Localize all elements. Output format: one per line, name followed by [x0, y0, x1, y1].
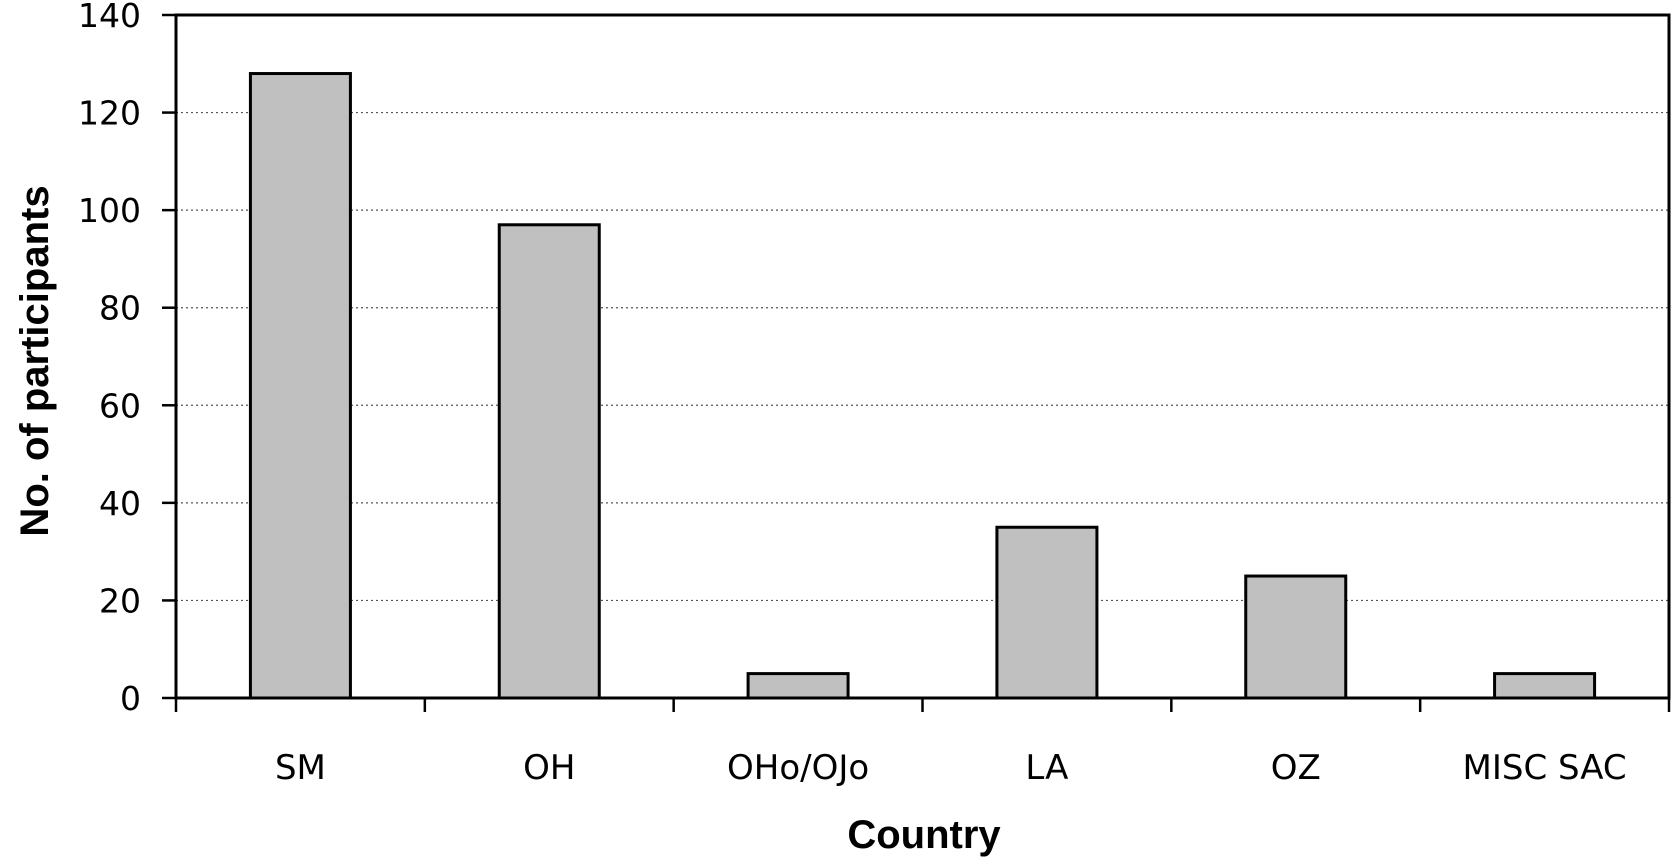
bar-sm — [248, 72, 352, 700]
y-tick-labels: 0 20 40 60 80 100 120 140 — [78, 0, 141, 718]
bars — [248, 72, 1597, 700]
x-category-labels: SM OH OHo/OJo LA OZ MISC SAC — [275, 748, 1627, 788]
bar-oh — [497, 223, 601, 700]
y-tick-label: 40 — [99, 484, 141, 523]
bar-oz — [1244, 574, 1348, 700]
bar-misc-sac — [1493, 672, 1597, 700]
x-category-label: OHo/OJo — [727, 748, 869, 788]
y-tick-label: 80 — [99, 289, 141, 328]
axes — [162, 13, 1671, 712]
y-tick-label: 60 — [99, 386, 141, 425]
x-category-label: MISC SAC — [1463, 748, 1627, 788]
x-category-label: OZ — [1271, 748, 1321, 788]
y-tick-label: 0 — [120, 679, 141, 718]
x-axis-title: Country — [847, 813, 1001, 857]
y-tick-label: 120 — [78, 94, 141, 133]
y-axis-title: No. of participants — [13, 185, 57, 536]
plot-frame — [174, 13, 1671, 700]
x-category-label: OH — [523, 748, 575, 788]
bar-la — [995, 525, 1099, 700]
grid-lines — [176, 111, 1669, 602]
y-tick-label: 100 — [78, 191, 141, 230]
x-category-label: SM — [275, 748, 326, 788]
bar-oho-ojo — [746, 672, 850, 700]
y-tick-label: 20 — [99, 581, 141, 620]
x-category-label: LA — [1025, 748, 1068, 788]
y-tick-label: 140 — [78, 0, 141, 35]
